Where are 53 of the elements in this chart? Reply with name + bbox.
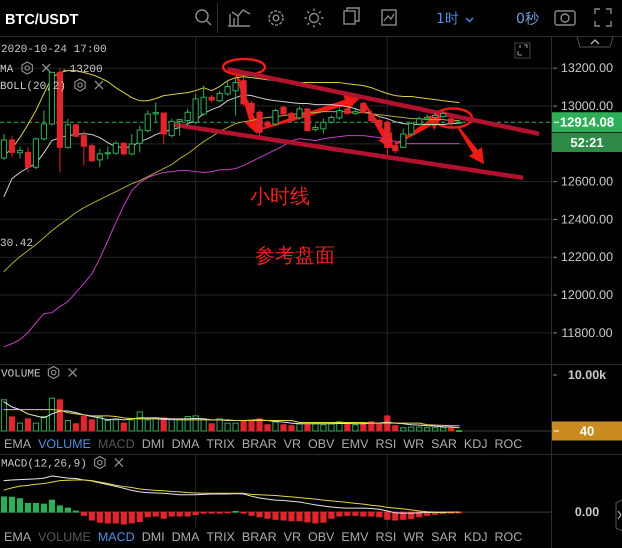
text: TRIX xyxy=(206,437,236,451)
y-tick-label: 12000.00 xyxy=(560,288,614,302)
text: DMA xyxy=(172,530,200,544)
text: VR xyxy=(284,437,301,451)
text: VOLUME xyxy=(1,368,42,380)
annotation: 2020-10-24 17:00 xyxy=(1,44,107,56)
text: 10.00k xyxy=(568,368,606,382)
text: SAR xyxy=(431,530,457,544)
text: MACD xyxy=(98,437,135,451)
text: TRIX xyxy=(206,530,236,544)
ref-line-label: 12914.08 xyxy=(560,114,614,130)
annotation: 参考盘面 xyxy=(255,243,335,267)
text: 0秒 xyxy=(516,11,539,27)
text: DMI xyxy=(142,530,165,544)
text: 40 xyxy=(580,424,594,438)
text: VOLUME xyxy=(38,437,91,451)
text: WR xyxy=(403,437,424,451)
text: EMA xyxy=(4,437,32,451)
y-tick-label: 13200.00 xyxy=(560,61,614,76)
text: RSI xyxy=(376,437,396,451)
text: EMV xyxy=(341,530,370,544)
text: ROC xyxy=(494,437,522,451)
text: VOLUME xyxy=(38,530,91,544)
text: BRAR xyxy=(242,530,277,544)
text: SAR xyxy=(431,437,457,451)
text: MACD(12,26,9) xyxy=(1,458,87,470)
annotation: MA xyxy=(0,64,14,76)
y-tick-label: 11800.00 xyxy=(561,326,613,340)
y-tick-label: 12200.00 xyxy=(560,250,614,264)
text: OBV xyxy=(308,530,336,544)
text: KDJ xyxy=(464,437,488,451)
text: MACD xyxy=(98,530,135,544)
text: RSI xyxy=(376,530,396,544)
chart-title: BTC/USDT xyxy=(5,12,78,28)
text: WR xyxy=(403,530,424,544)
text: DMI xyxy=(142,437,165,451)
text: 0.00 xyxy=(574,505,600,520)
text: ROC xyxy=(494,530,522,544)
annotation: 30.42 xyxy=(0,238,34,250)
text: EMV xyxy=(341,437,370,451)
text: VR xyxy=(284,530,301,544)
y-tick-label: 12400.00 xyxy=(560,212,614,226)
annotation: 小时线 xyxy=(250,184,310,208)
text: EMA xyxy=(4,530,32,544)
y-tick-label: 12600.00 xyxy=(560,174,614,189)
text: 1时 xyxy=(436,11,459,27)
text: KDJ xyxy=(464,530,488,544)
text: DMA xyxy=(172,437,200,451)
annotation: ←13200 xyxy=(63,64,103,76)
text: OBV xyxy=(308,437,336,451)
y-tick-label: 13000.00 xyxy=(560,99,614,114)
text: BRAR xyxy=(242,437,277,451)
text: 52:21 xyxy=(570,135,604,150)
